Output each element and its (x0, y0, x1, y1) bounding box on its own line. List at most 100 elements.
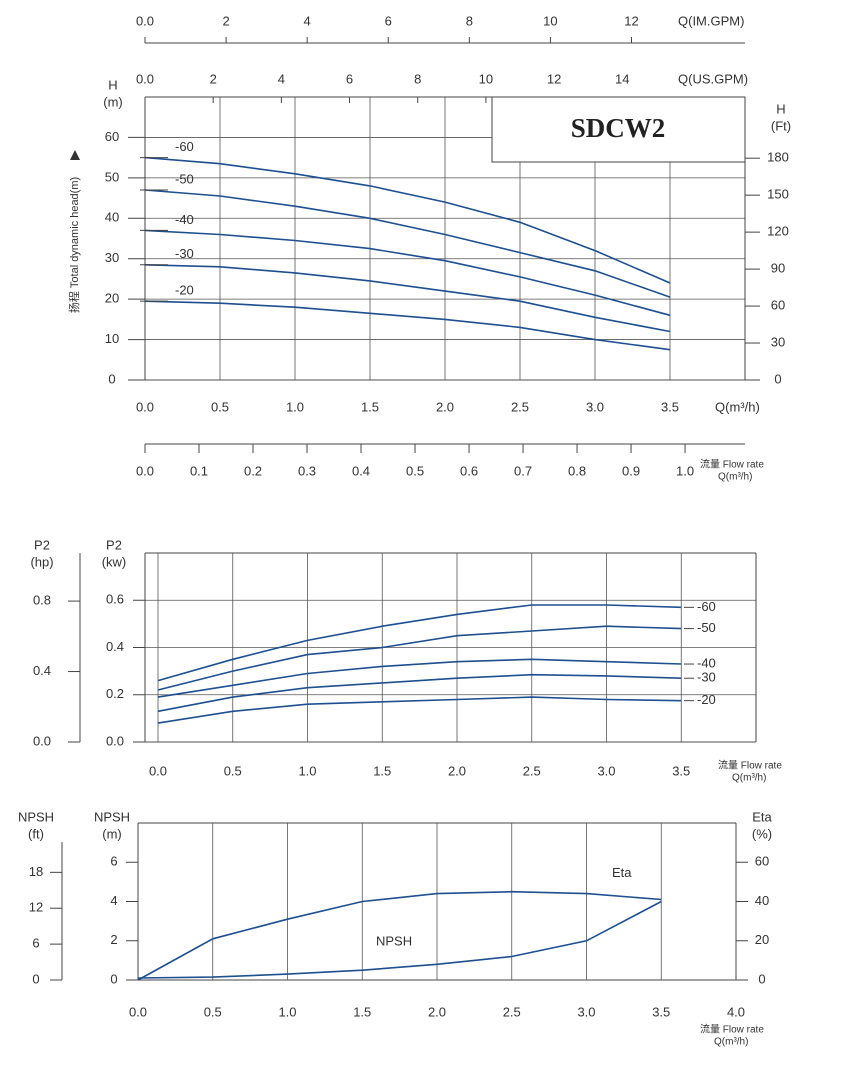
x-axis-label: 流量 Flow rate (718, 759, 782, 772)
flow-tick-label: 8 (466, 13, 473, 28)
y-tick-label: 2 (110, 932, 117, 947)
x-tick-label: 1.0 (298, 763, 316, 778)
series-label: -20 (697, 692, 716, 707)
x-tick-label: 4.0 (727, 1004, 745, 1019)
curve (144, 156, 671, 284)
series-label: -50 (697, 620, 716, 635)
x-tick-label: 0.5 (224, 763, 242, 778)
curve (157, 625, 682, 691)
x-tick-label: 1.5 (353, 1004, 371, 1019)
x-tick-label: 3.0 (577, 1004, 595, 1019)
x-tick-label: 2.0 (448, 763, 466, 778)
series-label: Eta (612, 865, 632, 880)
title-box (491, 96, 746, 163)
y3-tick-label: 0 (32, 971, 39, 986)
y-axis-label: (m) (103, 94, 123, 109)
flow-tick-label: 1.0 (676, 463, 694, 478)
flow-tick-label: 0.8 (568, 463, 586, 478)
x-tick-label: 1.5 (361, 399, 379, 414)
flow-tick-label: 0.5 (406, 463, 424, 478)
x-tick-label: 2.0 (436, 399, 454, 414)
y2-tick-label: 0 (758, 971, 765, 986)
y-tick-label: 0.2 (106, 686, 124, 701)
curve (157, 696, 682, 724)
series-label: -60 (697, 599, 716, 614)
y-tick-label: 10 (105, 331, 119, 346)
flow-tick-label: 0.3 (298, 463, 316, 478)
y-tick-label: 30 (105, 250, 119, 265)
flow-tick-label: 14 (615, 71, 629, 86)
series-label: -60 (175, 139, 194, 154)
x-tick-label: 0.0 (149, 763, 167, 778)
y-tick-label: 4 (110, 893, 117, 908)
series-label: -20 (175, 283, 194, 298)
flow-axis-label: Q(m³/h) (718, 472, 752, 483)
flow-tick-label: 0.0 (136, 71, 154, 86)
y3-axis-label: NPSH (18, 809, 54, 824)
flow-tick-label: 6 (385, 13, 392, 28)
y2-tick-label: 40 (755, 893, 769, 908)
y2-axis-label: (%) (752, 826, 772, 841)
series-label: -40 (697, 655, 716, 670)
y2-axis-label: (hp) (30, 554, 53, 569)
flow-tick-label: 8 (414, 71, 421, 86)
flow-tick-label: 0.2 (244, 463, 262, 478)
y2-tick-label: 20 (755, 932, 769, 947)
flow-tick-label: 10 (543, 13, 557, 28)
y-axis-label: H (108, 77, 117, 92)
x-tick-label: 0.5 (204, 1004, 222, 1019)
chart-title: SDCW2 (571, 113, 666, 143)
x-tick-label: 0.0 (129, 1004, 147, 1019)
y2-axis-label: (Ft) (771, 118, 791, 133)
y3-tick-label: 12 (29, 900, 43, 915)
y2-axis-label: Eta (752, 809, 772, 824)
y2-tick-label: 0 (774, 371, 781, 386)
curve (144, 300, 671, 351)
x-tick-label: 2.5 (503, 1004, 521, 1019)
flow-tick-label: 0.4 (352, 463, 370, 478)
x-tick-label: 2.5 (523, 763, 541, 778)
x-tick-label: 3.5 (652, 1004, 670, 1019)
flow-axis-label: Q(US.GPM) (678, 71, 748, 86)
flow-tick-label: 12 (624, 13, 638, 28)
y-tick-label: 6 (110, 854, 117, 869)
y2-tick-label: 0.0 (33, 733, 51, 748)
series-label: NPSH (376, 934, 412, 949)
flow-tick-label: 10 (479, 71, 493, 86)
x-tick-label: 2.5 (511, 399, 529, 414)
y2-tick-label: 0.8 (33, 593, 51, 608)
y3-axis-label: (ft) (28, 826, 44, 841)
curve (144, 189, 671, 298)
y2-tick-label: 0.4 (33, 663, 51, 678)
y-tick-label: 0.0 (106, 733, 124, 748)
curve (157, 604, 682, 682)
y-tick-label: 20 (105, 291, 119, 306)
curve (144, 229, 671, 317)
y-axis-label: P2 (106, 537, 122, 552)
flow-tick-label: 4 (278, 71, 285, 86)
flow-tick-label: 6 (346, 71, 353, 86)
side-label: 扬程 Total dynamic head(m) (67, 177, 81, 313)
x-tick-label: 3.0 (586, 399, 604, 414)
curve (157, 673, 682, 713)
curve (157, 658, 682, 698)
flow-tick-label: 0.7 (514, 463, 532, 478)
x-tick-label: 3.5 (672, 763, 690, 778)
curve (137, 900, 662, 979)
x-axis-label: 流量 Flow rate (700, 1023, 764, 1036)
y2-tick-label: 90 (771, 261, 785, 276)
flow-tick-label: 0.6 (460, 463, 478, 478)
x-tick-label: 1.5 (373, 763, 391, 778)
x-axis-label: Q(m³/h) (714, 1037, 748, 1048)
flow-tick-label: 0.0 (136, 13, 154, 28)
y-axis-label: (kw) (102, 554, 127, 569)
y3-tick-label: 6 (32, 936, 39, 951)
x-tick-label: 2.0 (428, 1004, 446, 1019)
y2-axis-label: H (776, 101, 785, 116)
y2-tick-label: 180 (767, 150, 789, 165)
flow-axis-label: Q(IM.GPM) (678, 13, 744, 28)
x-tick-label: 3.5 (661, 399, 679, 414)
x-tick-label: 3.0 (597, 763, 615, 778)
x-axis-label: Q(m³/h) (715, 399, 760, 414)
